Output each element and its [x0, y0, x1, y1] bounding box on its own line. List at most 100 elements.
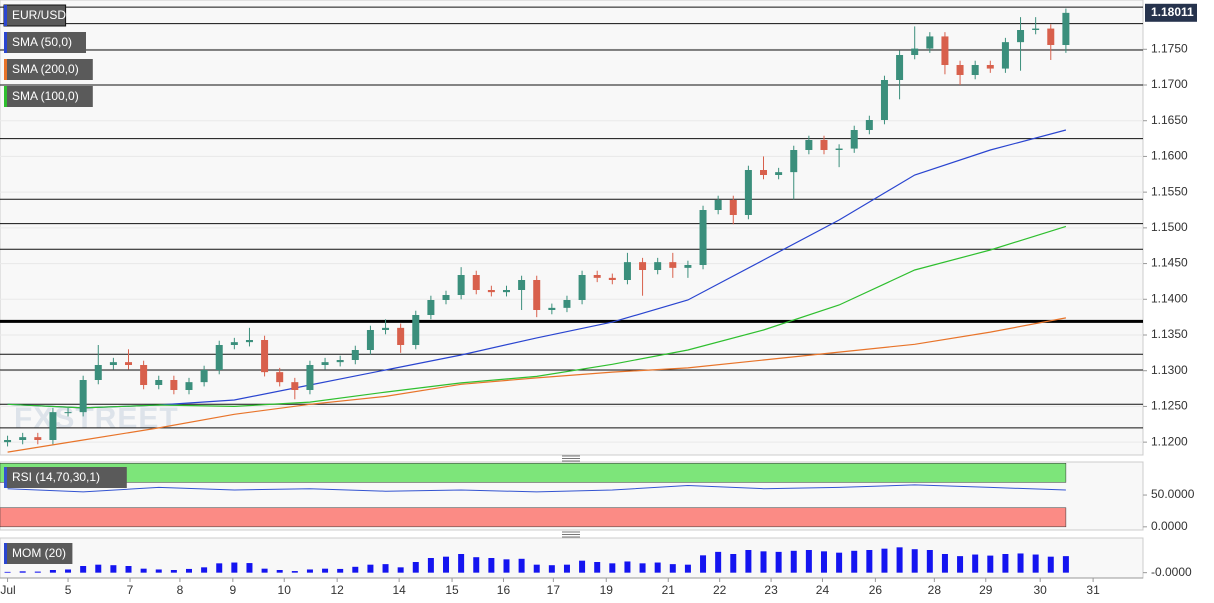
mom-bar: [548, 565, 555, 573]
mom-bar: [972, 554, 979, 573]
y-tick-label: 1.1600: [1151, 149, 1188, 163]
candle-body: [382, 327, 390, 330]
mom-bar: [851, 550, 858, 573]
mom-bar: [941, 554, 948, 573]
rsi-line: [7, 484, 1066, 493]
mom-bar: [1032, 554, 1039, 573]
mom-bar: [201, 567, 208, 573]
legend-box: [4, 543, 73, 564]
mom-bar: [246, 563, 253, 573]
candle-body: [911, 48, 919, 55]
mom-bar: [957, 556, 964, 573]
candle-body: [563, 300, 571, 308]
mom-bar: [563, 564, 570, 573]
candle-body: [1062, 12, 1070, 45]
mom-bar: [140, 568, 147, 573]
mom-bar: [1047, 556, 1054, 573]
candle-body: [230, 342, 238, 345]
mom-bar: [367, 564, 374, 573]
x-tick-label: 14: [392, 583, 406, 597]
y-tick-label: 1.1200: [1151, 434, 1188, 448]
mom-bar: [427, 558, 434, 573]
mom-bar: [775, 551, 782, 573]
y-tick-label: 1.1350: [1151, 327, 1188, 341]
x-tick-label: 31: [1086, 583, 1100, 597]
candle-body: [820, 140, 828, 150]
candle-body: [578, 275, 586, 300]
candle-body: [941, 36, 949, 65]
candle-body: [502, 290, 510, 293]
mom-bar: [382, 564, 389, 573]
mom-bar: [276, 570, 283, 573]
legend-box: [4, 32, 86, 53]
mom-bar: [745, 550, 752, 573]
y-tick-label: 50.0000: [1151, 487, 1195, 501]
mom-bar: [820, 551, 827, 573]
y-tick-label: 1.1450: [1151, 256, 1188, 270]
x-tick-label: 9: [229, 583, 236, 597]
candle-body: [366, 330, 374, 350]
mom-bar: [170, 570, 177, 573]
candle-body: [518, 280, 526, 290]
candle-body: [215, 345, 223, 370]
x-tick-label: 17: [547, 583, 561, 597]
mom-bar: [4, 571, 11, 573]
candle-body: [125, 362, 133, 365]
mom-bar: [412, 562, 419, 573]
y-tick-label: 1.1550: [1151, 184, 1188, 198]
mom-bar: [836, 552, 843, 573]
pane-grip[interactable]: [562, 455, 580, 538]
mom-bar: [49, 570, 56, 573]
mom-bar: [306, 569, 313, 573]
candle-body: [926, 36, 934, 49]
candle-body: [533, 280, 541, 310]
x-tick-label: 23: [764, 583, 778, 597]
candle-body: [109, 362, 117, 365]
mom-bar: [19, 571, 26, 573]
legend-box: [4, 86, 93, 107]
mom-bar: [654, 562, 661, 573]
mom-bar: [669, 564, 676, 573]
candle-body: [276, 372, 284, 383]
mom-bar: [624, 561, 631, 573]
legend-label: SMA (200,0): [12, 62, 79, 76]
mom-bar: [715, 551, 722, 573]
candle-body: [548, 307, 556, 310]
mom-bar: [231, 562, 238, 573]
sma-line: [7, 225, 1067, 409]
mom-bar: [790, 550, 797, 573]
x-tick-label: 7: [127, 583, 134, 597]
y-tick-label: 0.0000: [1151, 519, 1188, 533]
mom-bar: [322, 568, 329, 573]
x-tick-label: 16: [497, 583, 511, 597]
mom-bar: [1017, 553, 1024, 573]
mom-bar: [397, 567, 404, 573]
y-tick-label: 1.1300: [1151, 363, 1188, 377]
sma-line: [7, 317, 1067, 453]
x-tick-label: 26: [869, 583, 883, 597]
mom-bar: [34, 571, 41, 573]
candle-body: [140, 365, 148, 385]
mom-bar: [352, 566, 359, 573]
mom-bar: [579, 560, 586, 573]
mom-bar: [639, 563, 646, 573]
candle-body: [185, 382, 193, 390]
candle-body: [865, 120, 873, 130]
candle-body: [729, 200, 737, 215]
candle-body: [472, 275, 480, 290]
legend-label: RSI (14,70,30,1): [12, 470, 100, 484]
candle-body: [593, 275, 601, 278]
x-tick-label: 8: [177, 583, 184, 597]
mom-bar: [518, 558, 525, 573]
candle-body: [19, 437, 27, 440]
mom-bar: [155, 569, 162, 573]
candle-body: [639, 262, 647, 270]
candle-body: [669, 262, 677, 268]
mom-bar: [866, 550, 873, 573]
legend-label: SMA (50,0): [12, 35, 72, 49]
y-tick-label: -0.0000: [1151, 565, 1192, 579]
x-tick-label: 29: [979, 583, 993, 597]
candle-body: [623, 262, 631, 280]
